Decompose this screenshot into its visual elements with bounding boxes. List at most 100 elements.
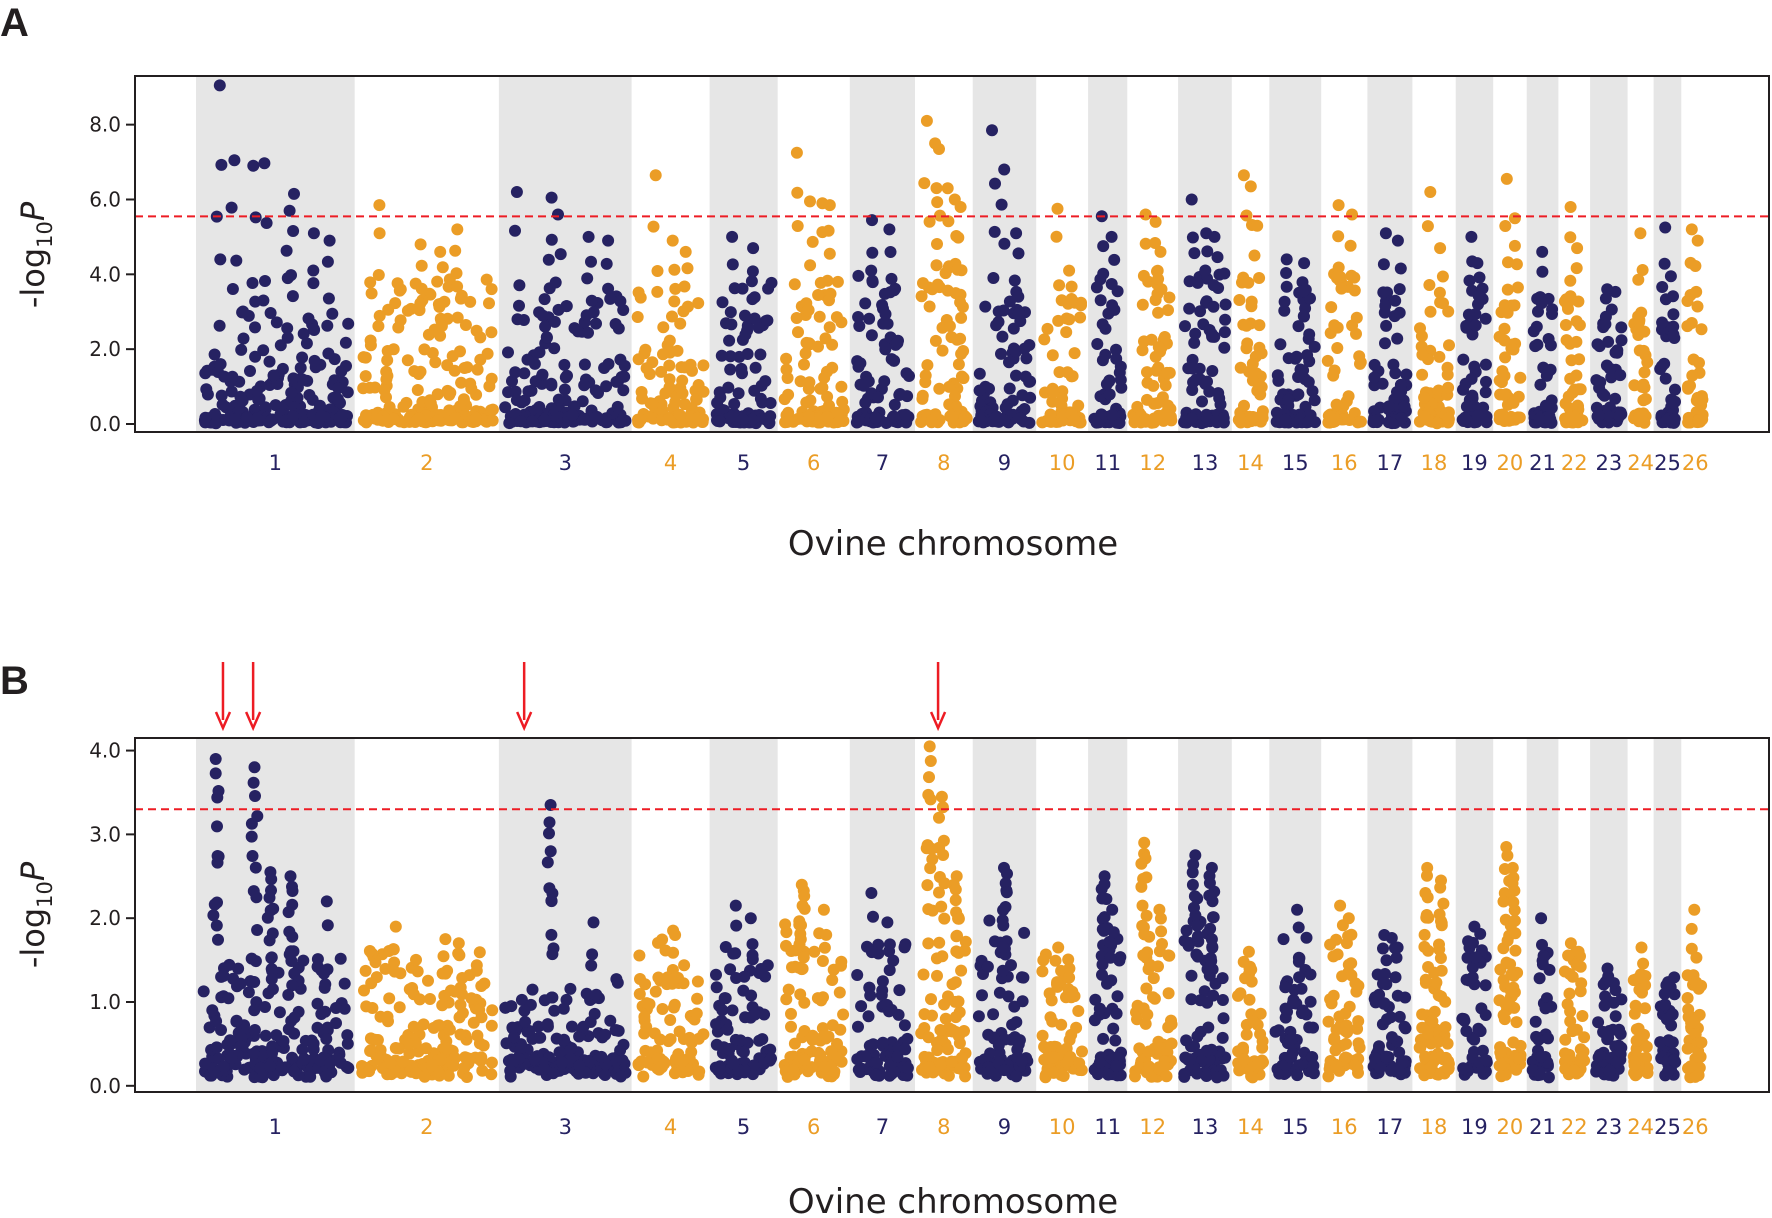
snp-point [1141, 1008, 1154, 1021]
snp-point [1018, 342, 1031, 355]
snp-point [1076, 1045, 1088, 1058]
snp-point [1191, 950, 1204, 963]
snp-point [211, 850, 224, 862]
snp-point [866, 274, 879, 287]
snp-point [779, 918, 792, 931]
snp-peak-point [1659, 221, 1672, 234]
snp-point [533, 346, 546, 359]
snp-point [604, 1014, 617, 1027]
snp-point [654, 1033, 667, 1046]
snp-point [930, 182, 943, 195]
red-arrow-head [929, 711, 947, 732]
snp-point [403, 983, 416, 996]
snp-peak-point [1535, 912, 1548, 925]
x-tick-label-chr-20: 20 [1497, 1115, 1524, 1139]
snp-point [1353, 1041, 1366, 1054]
snp-peak-point [1571, 242, 1584, 255]
snp-point [1377, 942, 1389, 955]
snp-peak-point [552, 208, 564, 221]
snp-point [1508, 299, 1521, 312]
snp-point [477, 1039, 490, 1052]
snp-point [287, 372, 300, 385]
snp-point [452, 937, 465, 950]
snp-point [264, 414, 277, 427]
snp-point [1207, 911, 1220, 924]
snp-point [1136, 344, 1149, 357]
snp-point [280, 244, 293, 257]
snp-point [1047, 1051, 1060, 1064]
snp-point [1472, 289, 1485, 302]
snp-point [933, 886, 945, 899]
snp-point [863, 312, 876, 325]
snp-point [1637, 344, 1650, 357]
snp-point [828, 1065, 841, 1078]
snp-point [261, 911, 274, 924]
snp-point [587, 306, 600, 319]
snp-point [632, 286, 645, 299]
snp-point [614, 1070, 627, 1083]
snp-point [1096, 354, 1109, 367]
red-arrow [244, 662, 262, 732]
snp-point [1354, 415, 1367, 428]
snp-point [407, 1020, 420, 1033]
snp-point [543, 882, 556, 895]
snp-point [373, 227, 386, 240]
snp-point [1628, 1059, 1641, 1072]
x-tick-label-chr-26: 26 [1682, 451, 1709, 475]
snp-point [865, 329, 878, 342]
snp-point [934, 1024, 947, 1036]
snp-point [294, 361, 307, 374]
snp-point [545, 928, 558, 941]
snp-point [957, 415, 970, 428]
snp-point [452, 947, 465, 960]
snp-point [396, 1055, 409, 1068]
snp-peak-point [288, 187, 300, 200]
snp-point [901, 1062, 914, 1074]
snp-point [803, 410, 815, 423]
x-tick-label-chr-15: 15 [1282, 451, 1309, 475]
snp-point [387, 412, 400, 425]
snp-point [667, 946, 680, 959]
snp-peak-point [729, 899, 742, 912]
snp-point [945, 331, 958, 344]
snp-point [655, 365, 668, 378]
snp-point [1495, 1070, 1508, 1083]
snp-point [300, 337, 313, 350]
snp-point [923, 300, 936, 313]
snp-point [1530, 320, 1543, 333]
snp-point [1331, 342, 1344, 354]
snp-peak-point [790, 146, 803, 159]
snp-point [1205, 955, 1218, 967]
snp-point [210, 919, 223, 932]
snp-point [1139, 237, 1152, 250]
snp-point [1302, 416, 1315, 428]
snp-point [780, 939, 792, 952]
snp-point [1246, 357, 1259, 370]
snp-point [1163, 949, 1176, 962]
snp-peak-point [284, 870, 297, 883]
x-tick-label-chr-16: 16 [1331, 1115, 1358, 1139]
snp-point [1206, 895, 1219, 908]
snp-point [1393, 1010, 1406, 1023]
snp-point [1282, 393, 1295, 406]
snp-point [1498, 299, 1511, 312]
snp-point [975, 414, 988, 427]
snp-point [1495, 1059, 1507, 1072]
snp-point [998, 237, 1011, 250]
snp-point [393, 1001, 406, 1014]
snp-point [1293, 952, 1306, 965]
snp-point [1601, 973, 1614, 986]
snp-point [765, 1052, 777, 1065]
y-axis-ticks-b: 0.01.02.03.04.0 [89, 739, 135, 1098]
snp-peak-point [726, 230, 739, 243]
snp-point [681, 262, 694, 275]
snp-point [1111, 1069, 1124, 1082]
snp-point [241, 411, 254, 424]
snp-point [1570, 262, 1583, 275]
snp-point [730, 919, 743, 932]
snp-point [214, 253, 227, 266]
snp-point [1135, 880, 1148, 893]
y-tick-label: 2.0 [89, 906, 121, 930]
snp-point [820, 928, 833, 941]
